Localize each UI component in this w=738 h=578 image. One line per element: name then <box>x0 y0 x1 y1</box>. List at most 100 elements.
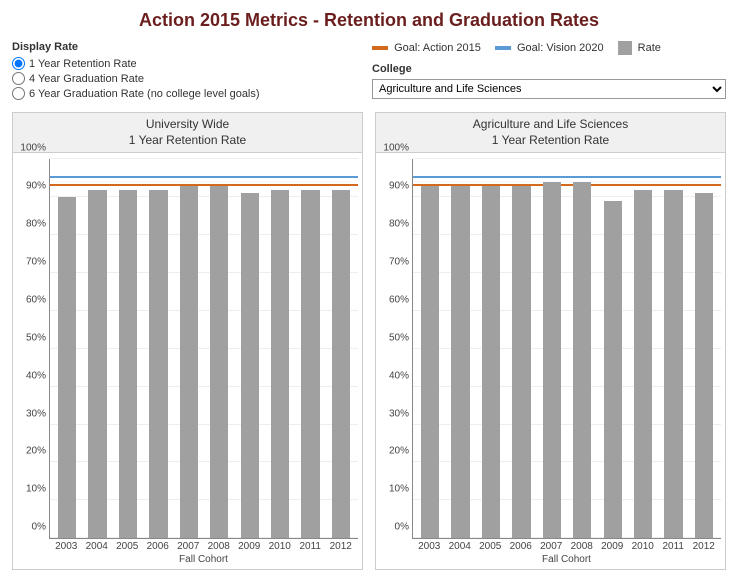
bar <box>301 190 319 539</box>
display-rate-group: Display Rate 1 Year Retention Rate 4 Yea… <box>12 41 352 102</box>
bar <box>149 190 167 539</box>
plot-wrap: 0%10%20%30%40%50%60%70%80%90%100%2003200… <box>376 153 725 569</box>
bar <box>482 186 500 538</box>
y-tick-label: 50% <box>16 332 46 343</box>
swatch-vision2020 <box>495 46 511 50</box>
bar-slot <box>326 159 356 538</box>
radio-4yr-graduation[interactable]: 4 Year Graduation Rate <box>12 72 352 85</box>
radio-6yr-graduation[interactable]: 6 Year Graduation Rate (no college level… <box>12 87 352 100</box>
radio-input-1yr[interactable] <box>12 57 25 70</box>
bar-slot <box>476 159 506 538</box>
x-axis: 2003200420052006200720082009201020112012 <box>412 539 721 552</box>
y-tick-label: 30% <box>379 408 409 419</box>
bar <box>664 190 682 539</box>
bar-slot <box>82 159 112 538</box>
chart-title-line1: University Wide <box>13 117 362 133</box>
legend-item-action2015: Goal: Action 2015 <box>372 42 481 54</box>
bar <box>180 186 198 538</box>
radio-input-6yr[interactable] <box>12 87 25 100</box>
y-tick-label: 20% <box>379 446 409 457</box>
x-tick-label: 2007 <box>536 541 567 552</box>
x-tick-label: 2008 <box>204 541 235 552</box>
bar <box>512 186 530 538</box>
bar-slot <box>628 159 658 538</box>
legend-item-vision2020: Goal: Vision 2020 <box>495 42 604 54</box>
x-tick-label: 2012 <box>689 541 720 552</box>
bar <box>241 193 259 538</box>
chart-header: University Wide1 Year Retention Rate <box>13 113 362 153</box>
bar-slot <box>415 159 445 538</box>
y-tick-label: 80% <box>16 219 46 230</box>
y-tick-label: 70% <box>379 256 409 267</box>
bar <box>604 201 622 538</box>
y-tick-label: 70% <box>16 256 46 267</box>
y-tick-label: 90% <box>16 181 46 192</box>
x-tick-label: 2010 <box>265 541 296 552</box>
bar-slot <box>506 159 536 538</box>
y-tick-label: 10% <box>379 484 409 495</box>
bar <box>271 190 289 539</box>
right-controls: Goal: Action 2015 Goal: Vision 2020 Rate… <box>372 41 726 102</box>
y-tick-label: 40% <box>379 370 409 381</box>
bar-slot <box>658 159 688 538</box>
page-title: Action 2015 Metrics - Retention and Grad… <box>12 10 726 31</box>
bars-container <box>50 159 358 538</box>
chart-title-line1: Agriculture and Life Sciences <box>376 117 725 133</box>
college-label: College <box>372 63 726 75</box>
charts-container: University Wide1 Year Retention Rate0%10… <box>12 112 726 570</box>
y-tick-label: 20% <box>16 446 46 457</box>
bar-slot <box>567 159 597 538</box>
legend: Goal: Action 2015 Goal: Vision 2020 Rate <box>372 41 726 55</box>
bar <box>421 186 439 538</box>
bar <box>451 186 469 538</box>
radio-1yr-retention[interactable]: 1 Year Retention Rate <box>12 57 352 70</box>
x-tick-label: 2010 <box>628 541 659 552</box>
y-tick-label: 60% <box>16 294 46 305</box>
bar <box>695 193 713 538</box>
bars-container <box>413 159 721 538</box>
y-tick-label: 100% <box>16 143 46 154</box>
bar-slot <box>537 159 567 538</box>
bar-slot <box>265 159 295 538</box>
bar <box>634 190 652 539</box>
controls-row: Display Rate 1 Year Retention Rate 4 Yea… <box>12 41 726 102</box>
chart-title-line2: 1 Year Retention Rate <box>376 133 725 149</box>
bar-slot <box>204 159 234 538</box>
x-tick-label: 2006 <box>506 541 537 552</box>
y-tick-label: 90% <box>379 181 409 192</box>
bar <box>58 197 76 538</box>
bar <box>119 190 137 539</box>
x-tick-label: 2008 <box>567 541 598 552</box>
y-tick-label: 10% <box>16 484 46 495</box>
radio-input-4yr[interactable] <box>12 72 25 85</box>
y-tick-label: 40% <box>16 370 46 381</box>
bar-slot <box>52 159 82 538</box>
y-tick-label: 30% <box>16 408 46 419</box>
chart-panel: University Wide1 Year Retention Rate0%10… <box>12 112 363 570</box>
bar-slot <box>113 159 143 538</box>
y-tick-label: 80% <box>379 219 409 230</box>
bar <box>332 190 350 539</box>
college-select[interactable]: Agriculture and Life Sciences <box>372 79 726 99</box>
bar-slot <box>234 159 264 538</box>
display-rate-label: Display Rate <box>12 41 352 53</box>
x-tick-label: 2007 <box>173 541 204 552</box>
bar-slot <box>445 159 475 538</box>
bar-slot <box>295 159 325 538</box>
bar-slot <box>143 159 173 538</box>
bar <box>543 182 561 538</box>
x-tick-label: 2012 <box>326 541 357 552</box>
y-tick-label: 100% <box>379 143 409 154</box>
chart-header: Agriculture and Life Sciences1 Year Rete… <box>376 113 725 153</box>
bar-slot <box>174 159 204 538</box>
legend-label-action2015: Goal: Action 2015 <box>394 42 481 54</box>
swatch-action2015 <box>372 46 388 50</box>
plot-wrap: 0%10%20%30%40%50%60%70%80%90%100%2003200… <box>13 153 362 569</box>
x-tick-label: 2004 <box>82 541 113 552</box>
swatch-rate <box>618 41 632 55</box>
x-tick-label: 2005 <box>112 541 143 552</box>
y-tick-label: 0% <box>379 522 409 533</box>
bar <box>210 186 228 538</box>
x-tick-label: 2009 <box>597 541 628 552</box>
x-tick-label: 2005 <box>475 541 506 552</box>
